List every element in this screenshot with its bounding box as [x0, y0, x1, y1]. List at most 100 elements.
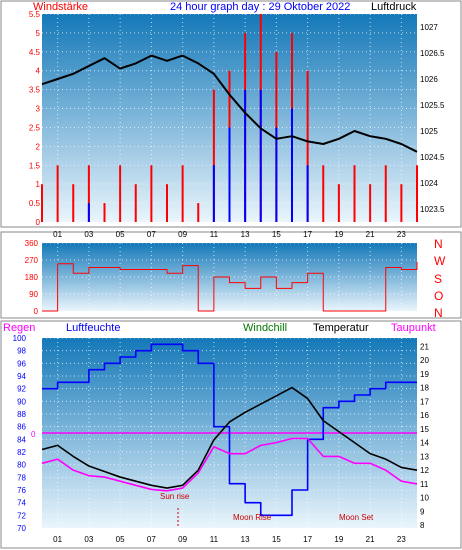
- x-tick-label: 17: [303, 535, 312, 544]
- direction-y-tick: 360: [25, 239, 39, 248]
- dewpoint-line: [41, 437, 418, 492]
- temperature-y-tick: 8: [420, 521, 425, 530]
- x-tick-label: 11: [210, 535, 219, 544]
- wind-y-tick: 3: [36, 105, 41, 114]
- x-tick-label: 19: [334, 535, 343, 544]
- direction-line: [42, 261, 418, 312]
- temperature-y-tick: 13: [420, 452, 429, 461]
- wind-y-tick: 5.5: [29, 10, 41, 19]
- temperature-y-tick: 16: [420, 411, 429, 420]
- x-tick-label: 23: [397, 230, 406, 239]
- direction-y-tick: 0: [34, 307, 39, 316]
- temperature-y-tick: 11: [420, 480, 429, 489]
- humidity-y-tick: 74: [17, 499, 26, 508]
- x-tick-label: 21: [366, 230, 375, 239]
- humidity-y-tick: 84: [17, 435, 26, 444]
- temperature-y-tick: 10: [420, 494, 429, 503]
- humidity-y-tick: 70: [17, 524, 26, 533]
- direction-panel-frame: [0, 231, 462, 319]
- pressure-y-tick: 1024: [420, 179, 438, 188]
- humidity-title: Luftfeuchte: [66, 322, 120, 334]
- zero-label: 0: [31, 430, 36, 439]
- humidity-y-tick: 86: [17, 423, 26, 432]
- humidity-y-tick: 72: [17, 511, 26, 520]
- humidity-y-tick: 88: [17, 410, 26, 419]
- compass-n-bottom: N: [434, 306, 443, 320]
- pressure-y-tick: 1026.5: [420, 49, 445, 58]
- x-tick-label: 03: [84, 230, 93, 239]
- x-tick-label: 17: [303, 230, 312, 239]
- temperature-y-tick: 21: [420, 342, 429, 351]
- humidity-y-tick: 100: [13, 334, 27, 343]
- temperature-y-tick: 14: [420, 439, 429, 448]
- pressure-y-tick: 1025.5: [420, 101, 445, 110]
- x-tick-label: 07: [147, 535, 156, 544]
- wind-y-tick: 1: [36, 180, 41, 189]
- temperature-title: Temperatur: [313, 322, 369, 334]
- axes-layer: 01 03 05 07 09 11 13 15 17 19 21 2300.511.522.533.5…: [13, 10, 445, 544]
- pressure-y-tick: 1025: [420, 127, 438, 136]
- main-title: 24 hour graph day : 29 Oktober 2022: [170, 1, 350, 13]
- direction-y-tick: 180: [25, 273, 39, 282]
- sunrise-label: Sun rise: [160, 492, 190, 501]
- x-tick-label: 21: [366, 535, 375, 544]
- humidity-y-tick: 78: [17, 473, 26, 482]
- x-tick-label: 07: [147, 230, 156, 239]
- compass-labels: N W S O N: [434, 237, 446, 320]
- temperature-y-tick: 17: [420, 397, 429, 406]
- x-tick-label: 11: [210, 230, 219, 239]
- x-tick-label: 15: [272, 230, 281, 239]
- rain-title: Regen: [3, 322, 35, 334]
- pressure-y-tick: 1024.5: [420, 153, 445, 162]
- pressure-line: [41, 54, 418, 153]
- pressure-title: Luftdruck: [371, 1, 417, 13]
- temp-panel-frame: [0, 320, 462, 549]
- x-tick-label: 01: [53, 230, 62, 239]
- humidity-y-tick: 90: [17, 397, 26, 406]
- x-tick-label: 19: [334, 230, 343, 239]
- x-tick-label: 23: [397, 535, 406, 544]
- moonrise-label: Moon Rise: [233, 513, 272, 522]
- humidity-y-tick: 92: [17, 385, 26, 394]
- x-tick-label: 09: [178, 230, 187, 239]
- direction-y-tick: 90: [29, 290, 38, 299]
- compass-w: W: [434, 254, 446, 268]
- wind-y-tick: 4: [36, 67, 41, 76]
- humidity-line: [42, 343, 417, 517]
- pressure-y-tick: 1027: [420, 23, 438, 32]
- x-tick-label: 09: [178, 535, 187, 544]
- x-tick-label: 03: [84, 535, 93, 544]
- x-tick-label: 13: [241, 230, 250, 239]
- wind-y-tick: 2: [36, 142, 41, 151]
- wind-y-tick: 1.5: [29, 161, 41, 170]
- wind-y-tick: 0: [36, 218, 41, 227]
- compass-n-top: N: [434, 237, 443, 251]
- wind-y-tick: 3.5: [29, 86, 41, 95]
- humidity-y-tick: 96: [17, 359, 26, 368]
- humidity-y-tick: 80: [17, 461, 26, 470]
- x-tick-label: 01: [53, 535, 62, 544]
- x-tick-label: 05: [116, 535, 125, 544]
- humidity-y-tick: 82: [17, 448, 26, 457]
- humidity-y-tick: 76: [17, 486, 26, 495]
- compass-s: S: [434, 272, 442, 286]
- direction-y-tick: 270: [25, 256, 39, 265]
- x-tick-label: 15: [272, 535, 281, 544]
- temperature-y-tick: 9: [420, 507, 425, 516]
- pressure-y-tick: 1023.5: [420, 205, 445, 214]
- wind-y-tick: 0.5: [29, 199, 41, 208]
- dewpoint-title: Taupunkt: [391, 322, 436, 334]
- temperature-y-tick: 20: [420, 356, 429, 365]
- temperature-line: [41, 386, 418, 489]
- wind-title: Windstärke: [33, 1, 88, 13]
- x-tick-label: 05: [116, 230, 125, 239]
- wind-panel-frame: [0, 0, 462, 228]
- humidity-y-tick: 98: [17, 347, 26, 356]
- temperature-y-tick: 15: [420, 425, 429, 434]
- wind-y-tick: 2.5: [29, 123, 41, 132]
- temperature-y-tick: 18: [420, 384, 429, 393]
- pressure-y-tick: 1026: [420, 75, 438, 84]
- windchill-title: Windchill: [243, 322, 287, 334]
- compass-o: O: [434, 289, 443, 303]
